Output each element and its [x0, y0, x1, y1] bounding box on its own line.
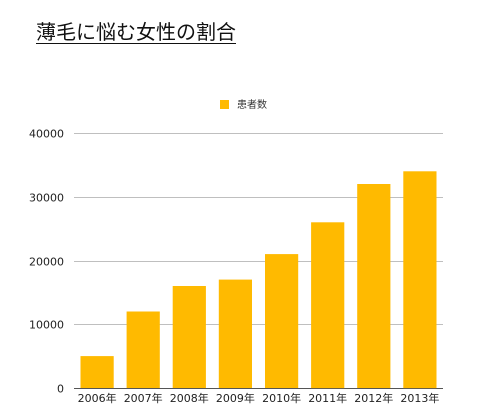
- bar: [126, 311, 160, 388]
- bar: [265, 254, 299, 388]
- y-tick-label: 30000: [29, 192, 64, 205]
- bar: [172, 286, 206, 388]
- x-tick-label: 2013年: [400, 391, 439, 405]
- y-tick-label: 40000: [29, 128, 64, 141]
- x-tick-label: 2012年: [354, 391, 393, 405]
- y-tick-label: 0: [57, 383, 64, 396]
- x-axis-ticks: 2006年 2007年 2008年 2009年 2010年 2011年 2012年 2013年: [78, 391, 440, 405]
- x-tick-label: 2010年: [262, 391, 301, 405]
- y-axis-ticks: 0 10000 20000 30000 40000: [29, 128, 64, 396]
- legend-label: 患者数: [237, 98, 267, 111]
- bar: [403, 171, 437, 389]
- x-tick-label: 2008年: [170, 391, 209, 405]
- bar: [80, 356, 114, 388]
- chart-title: 薄毛に悩む女性の割合: [36, 20, 236, 44]
- bar: [311, 222, 345, 389]
- bars: [80, 171, 437, 389]
- x-tick-label: 2007年: [124, 391, 163, 405]
- legend: 患者数: [220, 98, 267, 111]
- y-tick-label: 20000: [29, 256, 64, 269]
- x-tick-label: 2011年: [308, 391, 347, 405]
- y-tick-label: 10000: [29, 319, 64, 332]
- bar: [357, 184, 391, 388]
- x-tick-label: 2006年: [78, 391, 117, 405]
- x-tick-label: 2009年: [216, 391, 255, 405]
- legend-swatch: [220, 100, 229, 109]
- bar: [218, 279, 252, 388]
